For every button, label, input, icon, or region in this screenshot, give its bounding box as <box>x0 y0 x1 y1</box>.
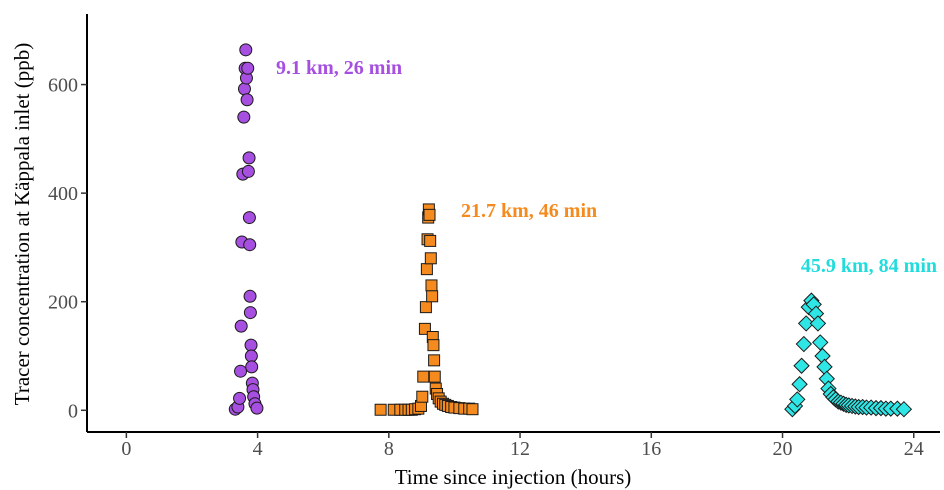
x-tick-label: 8 <box>384 438 394 460</box>
x-tick-label: 12 <box>510 438 530 460</box>
diamond-point <box>812 334 829 351</box>
circle-point <box>240 93 254 107</box>
circle-point <box>243 238 257 252</box>
x-tick-label: 20 <box>773 438 793 460</box>
series-annotation: 45.9 km, 84 min <box>801 255 937 277</box>
circle-point <box>233 391 247 405</box>
annotations: 9.1 km, 26 min 21.7 km, 46 min 45.9 km, 84… <box>276 57 937 277</box>
diamond-point <box>791 376 808 393</box>
circle-point <box>243 289 257 303</box>
x-tick-label: 0 <box>121 438 131 460</box>
square-point <box>424 252 437 265</box>
square-point <box>424 234 437 247</box>
x-tick-label: 4 <box>253 438 263 460</box>
diamond-point <box>809 315 827 332</box>
square-point <box>419 301 432 314</box>
x-tick-label: 24 <box>904 438 924 460</box>
axes <box>86 14 940 433</box>
diamond-point <box>816 358 833 376</box>
diamond-point <box>795 335 813 353</box>
circle-point <box>244 349 258 363</box>
circle-point <box>242 211 256 225</box>
square-point <box>426 290 439 303</box>
diamond-point <box>793 357 810 374</box>
y-tick-label: 600 <box>48 75 78 97</box>
square-point <box>420 263 433 276</box>
circle-point <box>234 364 248 378</box>
circle-point <box>244 338 258 352</box>
circle-point <box>239 43 253 57</box>
x-tick-label: 16 <box>641 438 661 460</box>
series-annotation: 21.7 km, 46 min <box>461 200 597 222</box>
series-annotation: 9.1 km, 26 min <box>276 57 402 79</box>
square-point <box>428 354 441 367</box>
circle-point <box>242 151 256 165</box>
diamond-point <box>895 400 913 418</box>
diamond-point <box>789 391 806 408</box>
circle-point <box>241 164 255 178</box>
y-tick-label: 200 <box>48 292 78 314</box>
x-axis-title: Time since injection (hours) <box>395 465 632 489</box>
ticks: 0 4 8 12 16 20 24 0 200 400 600 <box>48 75 924 460</box>
circle-point <box>241 61 255 75</box>
y-tick-label: 0 <box>68 400 78 422</box>
square-point <box>417 370 430 383</box>
circle-point <box>243 306 257 320</box>
square-point <box>428 370 441 383</box>
square-point <box>416 390 429 403</box>
square-point <box>427 339 440 352</box>
circle-point <box>250 401 264 415</box>
square-point <box>466 403 479 416</box>
circle-point <box>237 82 251 96</box>
circle-point <box>234 319 248 333</box>
y-axis-title: Tracer concentration at Käppala inlet (p… <box>10 43 34 406</box>
data-points <box>228 43 913 418</box>
square-point <box>423 208 436 221</box>
square-point <box>425 279 438 292</box>
square-point <box>374 403 387 416</box>
circle-point <box>245 360 259 374</box>
square-point <box>418 322 431 335</box>
diamond-point <box>797 315 815 332</box>
circle-point <box>237 110 251 124</box>
y-tick-label: 400 <box>48 183 78 205</box>
